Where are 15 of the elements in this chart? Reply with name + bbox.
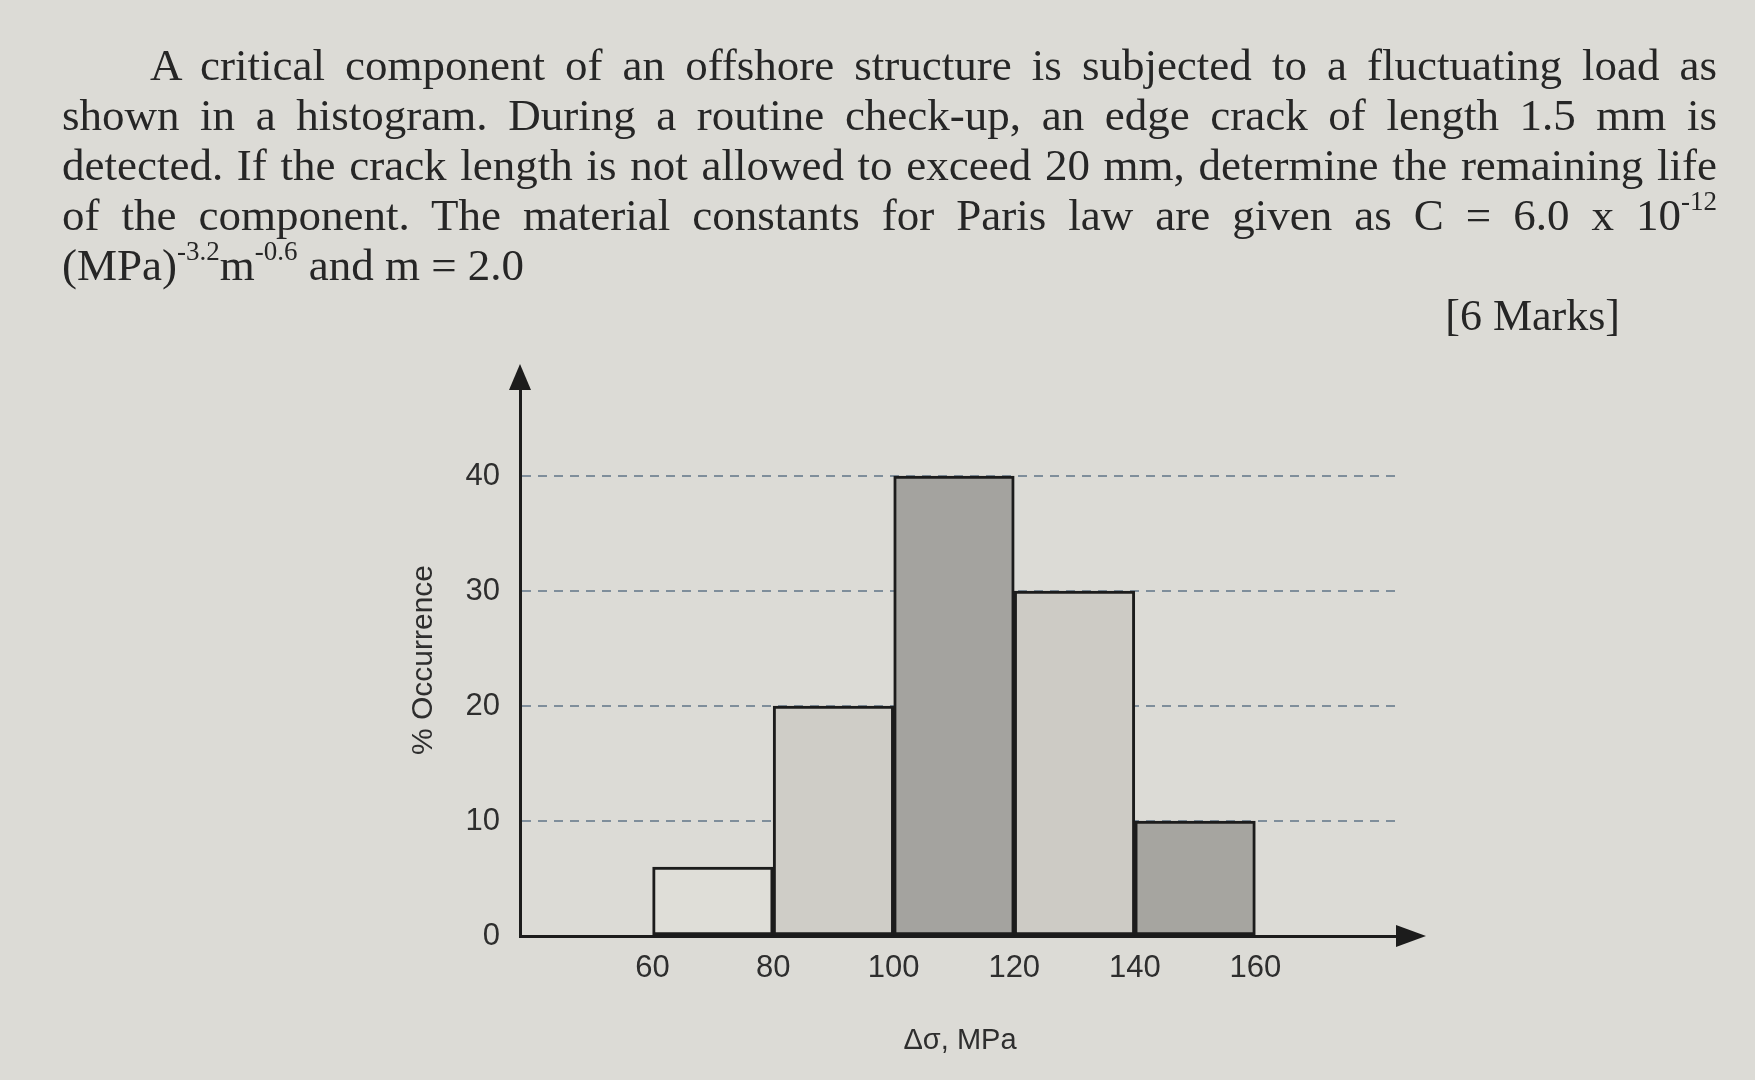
x-tick-label: 100: [867, 949, 920, 985]
y-axis-title: % Occurrence: [405, 564, 439, 756]
x-tick-label: 160: [1229, 949, 1282, 985]
x-axis-title: Δσ, MPa: [903, 1022, 1018, 1055]
y-tick-label: 0: [482, 916, 500, 952]
x-tick-label: 140: [1108, 949, 1161, 985]
x-tick-label: 80: [755, 949, 791, 985]
y-tick-label: 10: [465, 801, 500, 837]
y-tick-label: 30: [465, 571, 500, 607]
x-tick-label: 120: [988, 949, 1041, 985]
y-tick-label: 40: [465, 456, 500, 492]
x-tick-label: 60: [635, 949, 670, 985]
chart-title: A critical component of an offshore structure is subjected to a fluctuating load as shown in a histogram. During a routine check-up, an edge crack of length 1.5 mm is detected. If the crack length is not allowed to exceed 20 mm, determine the remaining life of the component. The material constants for Paris law are given as C = 6.0 x 10$^{-12}$ (MPa)$^{-3.2}$m$^{-0.6}$ and m = 2.0: [62, 40, 1717, 290]
text: [6 Marks]: [1445, 291, 1620, 340]
y-tick-label: 20: [465, 686, 500, 722]
